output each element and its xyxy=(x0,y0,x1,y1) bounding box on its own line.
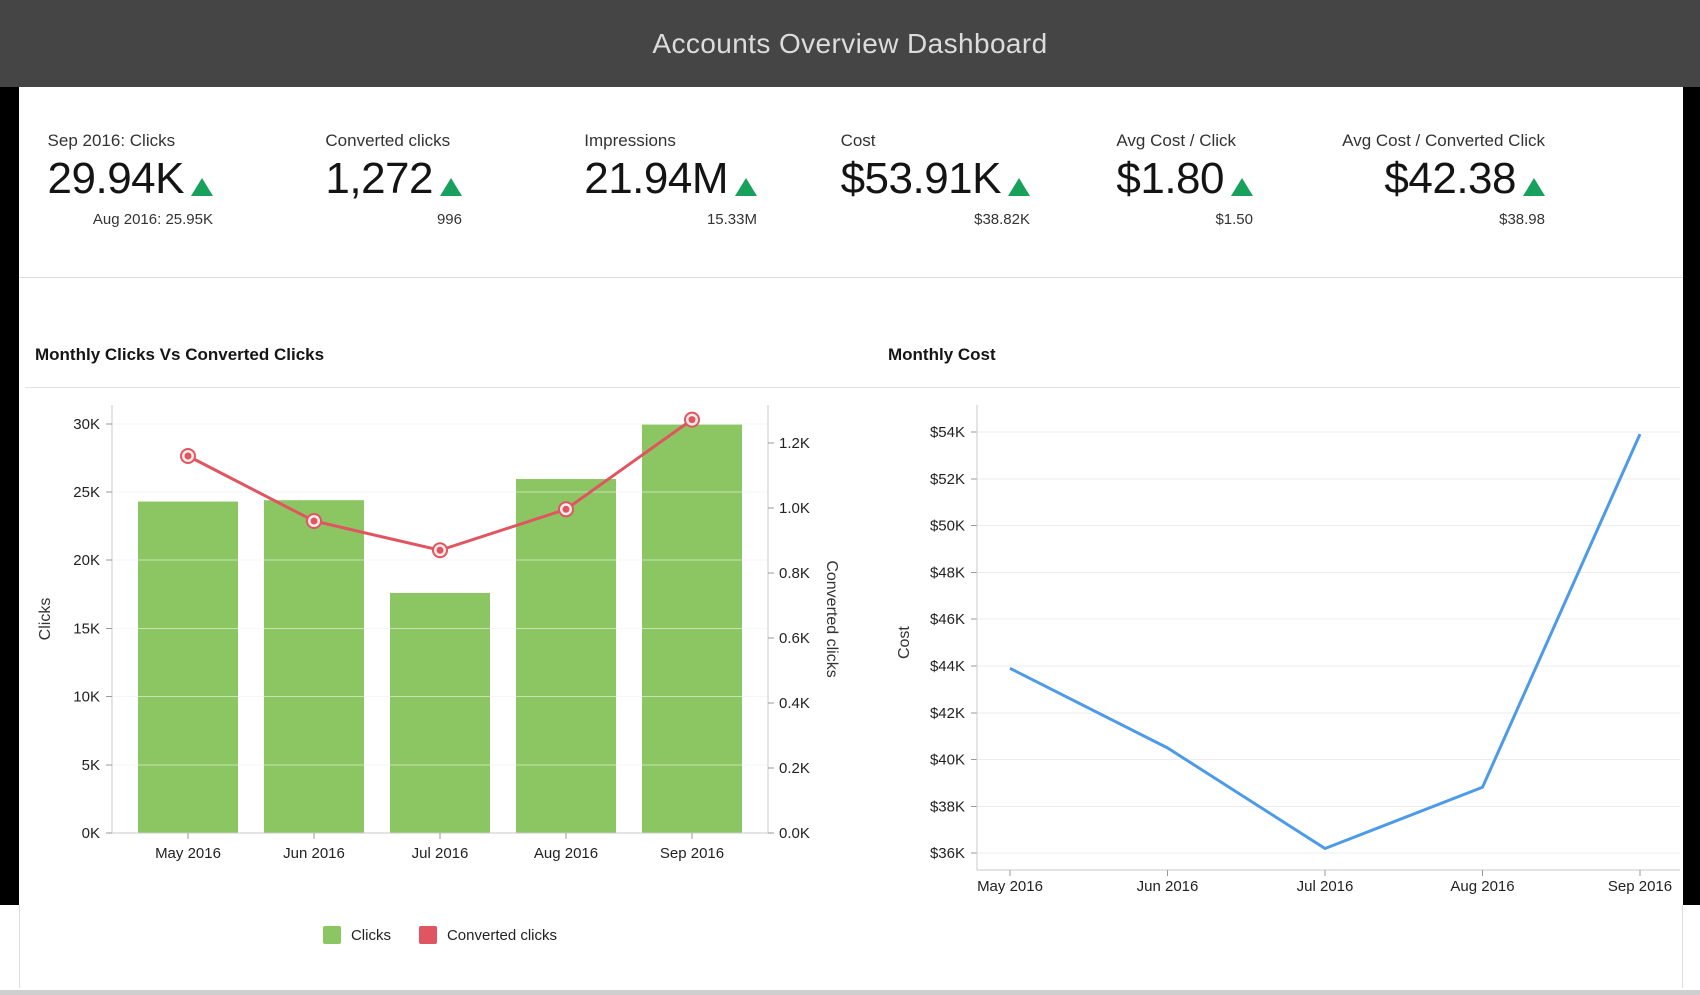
kpi-label: Converted clicks xyxy=(325,131,451,150)
svg-text:30K: 30K xyxy=(73,416,100,433)
kpi-label: Avg Cost / Converted Click xyxy=(1342,131,1545,150)
legend-label: Converted clicks xyxy=(446,926,558,944)
svg-text:May 2016: May 2016 xyxy=(977,878,1043,895)
trend-up-icon xyxy=(735,178,757,197)
svg-text:$38K: $38K xyxy=(930,798,965,815)
svg-text:0.8K: 0.8K xyxy=(779,565,810,582)
legend-item-clicks[interactable]: Clicks xyxy=(322,926,391,944)
trend-up-icon xyxy=(191,178,213,197)
svg-text:$44K: $44K xyxy=(930,658,965,675)
kpi-label: Impressions xyxy=(584,131,676,150)
legend-item-converted-clicks[interactable]: Converted clicks xyxy=(418,926,558,944)
svg-text:0.6K: 0.6K xyxy=(779,630,810,647)
svg-text:Cost: Cost xyxy=(896,626,913,659)
legend-label: Clicks xyxy=(350,926,391,944)
svg-text:$50K: $50K xyxy=(930,518,965,535)
svg-text:0.4K: 0.4K xyxy=(779,695,810,712)
svg-text:25K: 25K xyxy=(73,484,100,501)
kpi-card-avg-cost-per-click[interactable]: Avg Cost / Click $1.80 $1.50 xyxy=(1116,131,1253,228)
kpi-previous-value: 15.33M xyxy=(706,211,757,229)
svg-text:$48K: $48K xyxy=(930,564,965,581)
svg-text:5K: 5K xyxy=(82,757,100,774)
svg-text:Clicks: Clicks xyxy=(37,598,54,641)
svg-text:1.2K: 1.2K xyxy=(779,435,810,452)
kpi-card-converted-clicks[interactable]: Converted clicks 1,272 996 xyxy=(325,131,462,228)
converted-clicks-swatch xyxy=(418,926,437,944)
svg-text:10K: 10K xyxy=(73,689,100,706)
panel-edge-left xyxy=(19,905,20,988)
chart-title-divider xyxy=(25,387,1680,388)
kpi-card-impressions[interactable]: Impressions 21.94M 15.33M xyxy=(584,131,757,228)
svg-text:20K: 20K xyxy=(73,552,100,569)
kpi-previous-value: $1.50 xyxy=(1215,211,1253,229)
svg-text:Jun 2016: Jun 2016 xyxy=(283,845,345,862)
chart-legend: Clicks Converted clicks xyxy=(112,926,768,944)
svg-text:$40K: $40K xyxy=(930,752,965,769)
svg-text:$36K: $36K xyxy=(930,845,965,862)
svg-text:$54K: $54K xyxy=(930,424,965,441)
kpi-divider xyxy=(19,277,1683,278)
svg-text:May 2016: May 2016 xyxy=(155,845,221,862)
kpi-value: $53.91K xyxy=(840,154,1002,203)
panel-edge-right xyxy=(1682,905,1683,988)
svg-text:Jul 2016: Jul 2016 xyxy=(412,845,469,862)
kpi-previous-value: 996 xyxy=(436,211,462,229)
svg-text:Aug 2016: Aug 2016 xyxy=(534,845,598,862)
kpi-value: 1,272 xyxy=(325,154,433,203)
frame-left-edge xyxy=(0,87,19,905)
kpi-label: Sep 2016: Clicks xyxy=(47,131,176,150)
svg-text:$52K: $52K xyxy=(930,471,965,488)
kpi-label: Cost xyxy=(840,131,876,150)
clicks-swatch xyxy=(322,926,341,944)
frame-bottom-edge xyxy=(0,990,1700,995)
svg-text:$46K: $46K xyxy=(930,611,965,628)
cost-chart-title: Monthly Cost xyxy=(888,345,996,364)
svg-text:Sep 2016: Sep 2016 xyxy=(660,845,724,862)
kpi-value: 21.94M xyxy=(584,154,728,203)
kpi-previous-value: $38.82K xyxy=(974,211,1030,229)
dashboard-title: Accounts Overview Dashboard xyxy=(652,28,1048,59)
kpi-previous-value: $38.98 xyxy=(1499,211,1545,229)
svg-text:0.0K: 0.0K xyxy=(779,825,810,842)
svg-text:Jun 2016: Jun 2016 xyxy=(1137,878,1199,895)
trend-up-icon xyxy=(440,178,462,197)
svg-text:$42K: $42K xyxy=(930,705,965,722)
clicks-chart-title: Monthly Clicks Vs Converted Clicks xyxy=(35,345,325,364)
frame-right-edge xyxy=(1683,87,1700,905)
trend-up-icon xyxy=(1523,178,1545,197)
trend-up-icon xyxy=(1008,178,1030,197)
kpi-value: $1.80 xyxy=(1116,154,1224,203)
svg-text:Converted clicks: Converted clicks xyxy=(823,560,840,677)
kpi-previous-value: Aug 2016: 25.95K xyxy=(92,211,213,229)
svg-text:1.0K: 1.0K xyxy=(779,500,810,517)
svg-text:Sep 2016: Sep 2016 xyxy=(1608,878,1672,895)
app-header: Accounts Overview Dashboard xyxy=(0,0,1700,87)
kpi-value: $42.38 xyxy=(1384,154,1516,203)
kpi-card-clicks[interactable]: Sep 2016: Clicks 29.94K Aug 2016: 25.95K xyxy=(48,131,213,228)
svg-text:0K: 0K xyxy=(82,825,100,842)
kpi-value: 29.94K xyxy=(47,154,185,203)
svg-text:Aug 2016: Aug 2016 xyxy=(1450,878,1514,895)
kpi-label: Avg Cost / Click xyxy=(1116,131,1237,150)
svg-text:Jul 2016: Jul 2016 xyxy=(1297,878,1354,895)
svg-text:0.2K: 0.2K xyxy=(779,760,810,777)
trend-up-icon xyxy=(1231,178,1253,197)
kpi-card-avg-cost-per-converted-click[interactable]: Avg Cost / Converted Click $42.38 $38.98 xyxy=(1342,131,1545,228)
kpi-card-cost[interactable]: Cost $53.91K $38.82K xyxy=(841,131,1030,228)
svg-text:15K: 15K xyxy=(73,620,100,637)
